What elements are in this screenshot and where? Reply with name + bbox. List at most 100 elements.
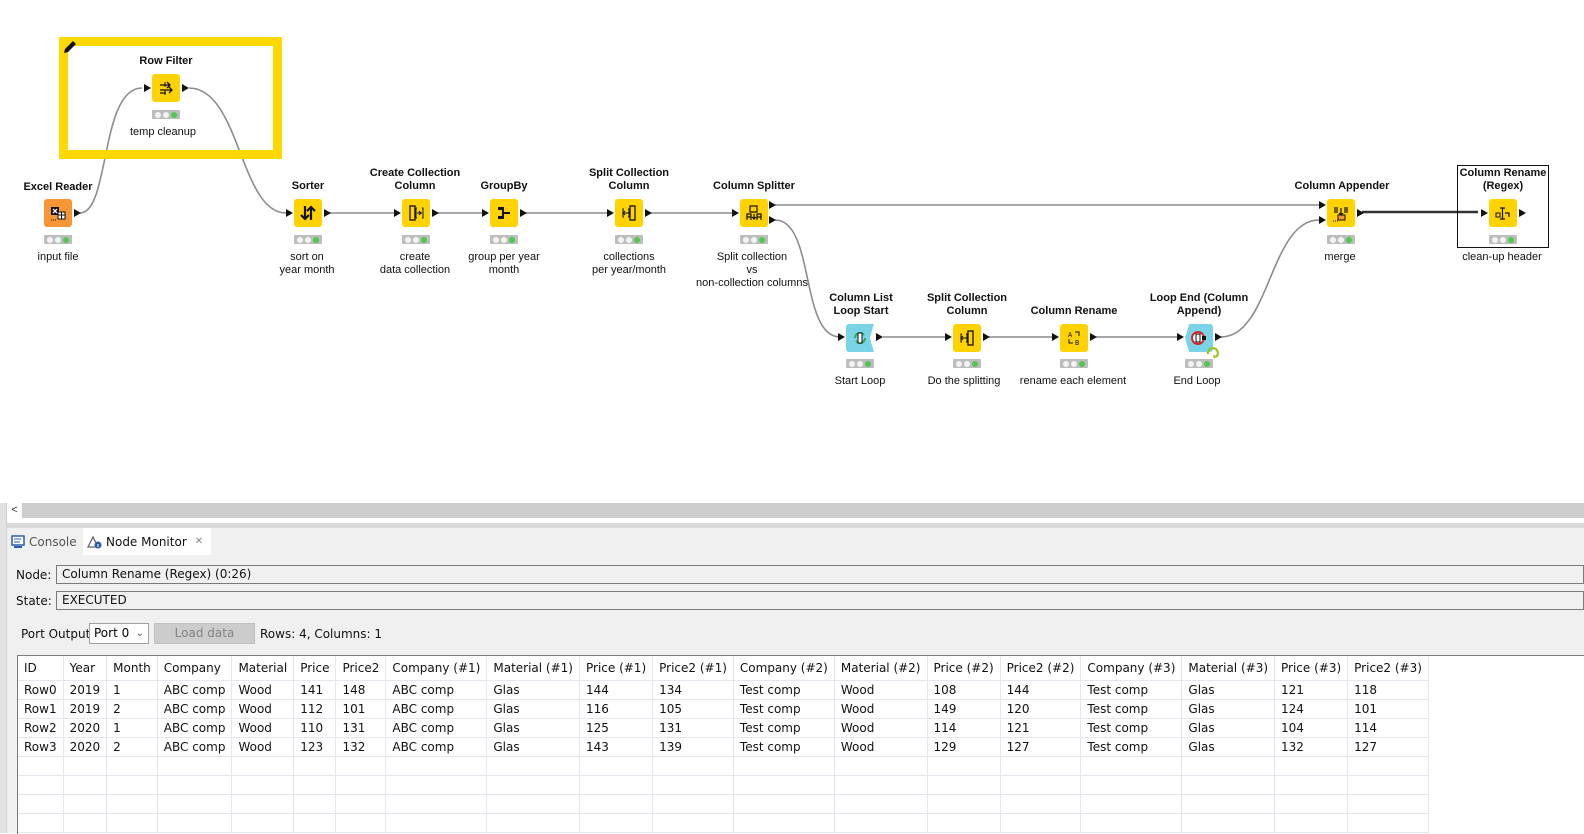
- workflow-canvas[interactable]: Excel Reader input file Row Filter temp …: [0, 0, 1577, 503]
- node-column-appender[interactable]: [1327, 199, 1355, 227]
- input-port[interactable]: [732, 209, 739, 217]
- output-port[interactable]: [645, 209, 652, 217]
- node-row-filter[interactable]: [152, 74, 180, 102]
- node-column-rename-regex[interactable]: [1489, 199, 1517, 227]
- column-header[interactable]: Price2 (#1): [652, 656, 734, 681]
- table-row[interactable]: Row3 2020 2 ABC comp Wood 123 132 ABC comp Glas 1…: [18, 737, 1429, 757]
- status-traffic-light: [294, 235, 322, 244]
- node-excel-reader[interactable]: [44, 199, 72, 227]
- cell: Row2: [18, 718, 64, 738]
- output-port-bottom[interactable]: [769, 216, 776, 224]
- output-port[interactable]: [182, 84, 189, 92]
- column-header[interactable]: Company: [157, 656, 233, 681]
- column-header[interactable]: Company (#1): [385, 656, 488, 681]
- port-select[interactable]: Port 0 ⌄: [89, 623, 149, 644]
- column-header[interactable]: ID: [18, 656, 64, 681]
- table-row[interactable]: Row1 2019 2 ABC comp Wood 112 101 ABC comp Glas 1…: [18, 699, 1429, 719]
- node-groupby[interactable]: [490, 199, 518, 227]
- column-header[interactable]: Price (#2): [927, 656, 1001, 681]
- output-port[interactable]: [1357, 209, 1364, 217]
- column-header[interactable]: Price2: [335, 656, 387, 681]
- table-row[interactable]: Row0 2019 1 ABC comp Wood 141 148 ABC comp Glas 1…: [18, 680, 1429, 700]
- input-port[interactable]: [945, 333, 952, 341]
- input-port[interactable]: [1052, 333, 1059, 341]
- node-loop-end[interactable]: [1185, 324, 1213, 352]
- input-port-bottom[interactable]: [1319, 216, 1326, 224]
- input-port[interactable]: [607, 209, 614, 217]
- node-split-collection-column[interactable]: [615, 199, 643, 227]
- close-icon[interactable]: ✕: [194, 536, 204, 547]
- workflow-annotation[interactable]: [59, 37, 282, 159]
- node-label-groupby: group per year month: [468, 251, 540, 276]
- input-port[interactable]: [1177, 333, 1184, 341]
- canvas-horizontal-scrollbar[interactable]: <: [7, 503, 1584, 518]
- input-port[interactable]: [144, 84, 151, 92]
- cell: 114: [927, 718, 1001, 738]
- data-table: ID Year Month Company Material Price Pri…: [18, 656, 1429, 833]
- pencil-icon[interactable]: [62, 39, 78, 55]
- input-port-top[interactable]: [1319, 201, 1326, 209]
- output-port[interactable]: [1090, 333, 1097, 341]
- cell: 101: [335, 699, 387, 719]
- cell: Glas: [1181, 699, 1276, 719]
- column-header[interactable]: Price2 (#2): [1000, 656, 1082, 681]
- column-header[interactable]: Price (#1): [579, 656, 654, 681]
- node-field-label: Node:: [16, 568, 52, 582]
- node-create-collection-column[interactable]: [402, 199, 430, 227]
- output-port[interactable]: [1215, 333, 1222, 341]
- output-port[interactable]: [1519, 209, 1526, 217]
- cell: Wood: [834, 737, 928, 757]
- column-header[interactable]: Price2 (#3): [1347, 656, 1429, 681]
- column-header[interactable]: Month: [106, 656, 158, 681]
- status-traffic-light: [846, 359, 874, 368]
- cell: 123: [293, 737, 337, 757]
- tab-node-monitor[interactable]: Node Monitor ✕: [83, 528, 212, 555]
- input-port[interactable]: [286, 209, 293, 217]
- node-column-list-loop-start[interactable]: [846, 324, 874, 352]
- tab-console[interactable]: Console: [11, 528, 77, 555]
- output-port[interactable]: [432, 209, 439, 217]
- output-port[interactable]: [520, 209, 527, 217]
- cell: 121: [1274, 680, 1349, 700]
- load-data-button[interactable]: Load data: [154, 623, 255, 644]
- node-monitor-icon: [87, 535, 102, 548]
- data-table-container[interactable]: ID Year Month Company Material Price Pri…: [17, 655, 1584, 834]
- scroll-left-button[interactable]: <: [7, 503, 22, 518]
- output-port[interactable]: [983, 333, 990, 341]
- column-header[interactable]: Price (#3): [1274, 656, 1349, 681]
- cell: 118: [1347, 680, 1429, 700]
- input-port[interactable]: [1481, 209, 1488, 217]
- cell: 1: [106, 680, 158, 700]
- rename-icon: AB: [1068, 331, 1080, 347]
- output-port-top[interactable]: [769, 201, 776, 209]
- output-port[interactable]: [324, 209, 331, 217]
- input-port[interactable]: [394, 209, 401, 217]
- node-split-collection-column-2[interactable]: [953, 324, 981, 352]
- table-row[interactable]: Row2 2020 1 ABC comp Wood 110 131 ABC comp Glas 1…: [18, 718, 1429, 738]
- column-header[interactable]: Material (#2): [834, 656, 928, 681]
- node-sorter[interactable]: [294, 199, 322, 227]
- collection-split-icon: [960, 330, 974, 346]
- empty-row: [18, 756, 1429, 776]
- column-header[interactable]: Material: [231, 656, 295, 681]
- column-header[interactable]: Material (#3): [1181, 656, 1276, 681]
- column-header[interactable]: Price: [293, 656, 337, 681]
- input-port[interactable]: [482, 209, 489, 217]
- column-header[interactable]: Company (#3): [1080, 656, 1183, 681]
- column-header[interactable]: Company (#2): [733, 656, 835, 681]
- output-port[interactable]: [876, 333, 883, 341]
- node-title-split-collection-column-2: Split Collection Column: [926, 292, 1008, 317]
- cell: 132: [335, 737, 387, 757]
- cell: ABC comp: [157, 699, 233, 719]
- status-traffic-light: [615, 235, 643, 244]
- node-column-splitter[interactable]: [740, 199, 768, 227]
- input-port[interactable]: [838, 333, 845, 341]
- output-port[interactable]: [74, 209, 81, 217]
- column-header[interactable]: Material (#1): [486, 656, 580, 681]
- sort-arrows-icon: [300, 205, 316, 221]
- status-traffic-light: [1060, 359, 1088, 368]
- cell: Test comp: [1080, 737, 1183, 757]
- column-header[interactable]: Year: [63, 656, 108, 681]
- tab-console-label: Console: [29, 534, 77, 549]
